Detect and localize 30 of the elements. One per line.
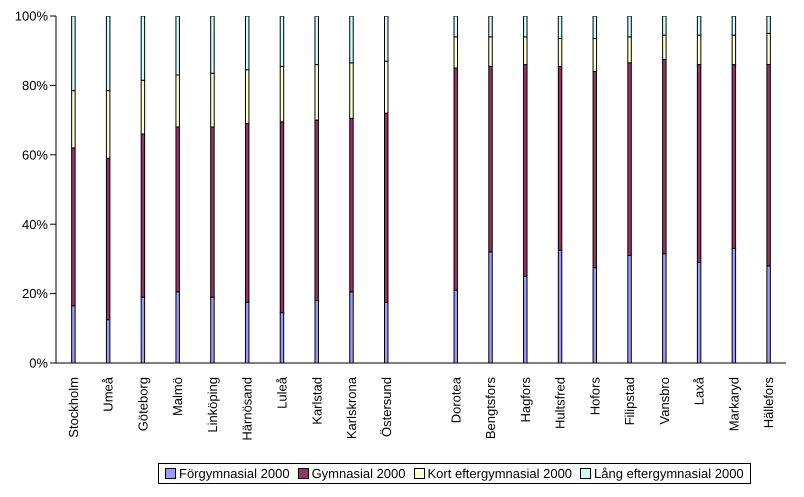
x-tick-label: Luleå [274, 376, 290, 409]
y-tick-label: 40% [22, 216, 48, 232]
x-tick-label: Hultsfred [552, 377, 568, 430]
x-tick-label: Härnösand [240, 377, 255, 441]
x-tick-label: Filipstad [622, 377, 638, 426]
x-tick-label: Stockholm [66, 377, 81, 438]
y-tick-label: 100% [14, 8, 48, 24]
legend-label: Kort eftergymnasial 2000 [428, 466, 572, 481]
legend-label: Gymnasial 2000 [312, 466, 406, 481]
x-tick-label: Bengtsfors [483, 376, 498, 440]
x-tick-label: Dorotea [448, 376, 464, 424]
x-tick-label: Markaryd [726, 377, 742, 432]
legend-label: Förgymnasial 2000 [179, 466, 290, 481]
x-tick-label: Hagfors [518, 376, 533, 423]
x-tick-label: Karlstad [309, 377, 324, 425]
y-tick-label: 60% [22, 147, 48, 162]
x-tick-label: Hofors [587, 376, 602, 416]
y-tick-label: 20% [22, 286, 48, 302]
x-tick-label: Karlskrona [344, 376, 360, 440]
x-tick-label: Göteborg [135, 377, 150, 432]
legend-label: Lång eftergymnasial 2000 [594, 466, 744, 481]
x-tick-label: Laxå [692, 376, 707, 406]
x-tick-label: Umeå [100, 376, 116, 412]
x-tick-label: Malmö [170, 377, 186, 416]
y-tick-label: 0% [29, 356, 48, 371]
x-tick-label: Vansbro [656, 377, 672, 424]
y-tick-label: 80% [22, 78, 48, 94]
x-tick-label: Linköping [204, 377, 220, 433]
x-tick-label: Östersund [378, 377, 394, 437]
x-tick-label: Hällefors [761, 376, 776, 428]
